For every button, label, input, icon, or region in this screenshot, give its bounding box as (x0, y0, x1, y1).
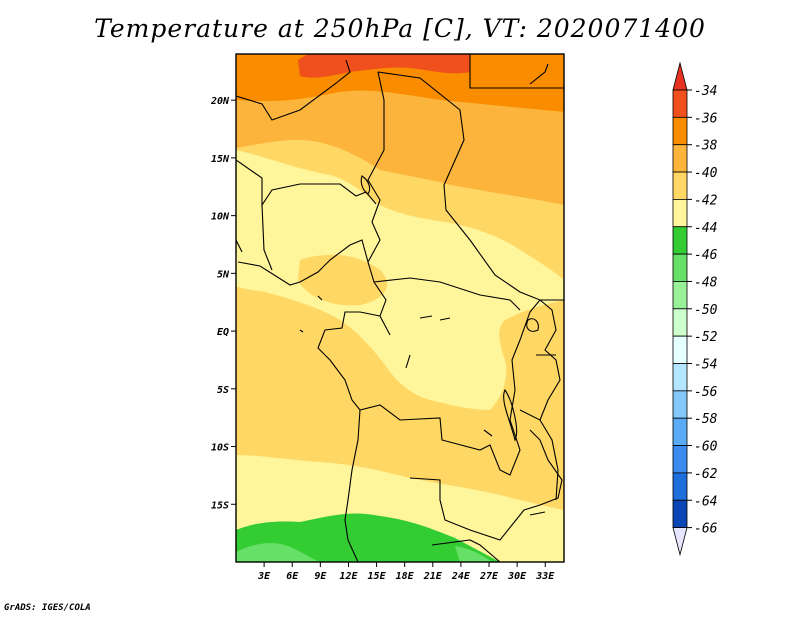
band-minus44 (236, 513, 500, 562)
colorbar-under-arrow (672, 527, 688, 557)
colorbar-label: -62 (694, 467, 718, 482)
colorbar-segment (672, 308, 688, 337)
band-minus40-patch2 (236, 300, 351, 383)
colorbar-label: -38 (694, 139, 718, 154)
grads-credit: GrADS: IGES/COLA (4, 603, 91, 613)
band-minus42 (236, 150, 564, 410)
map-frame (235, 53, 565, 563)
lat-tick-label: EQ (217, 327, 229, 338)
colorbar-label: -54 (694, 358, 717, 373)
colorbar-segment (672, 499, 688, 529)
colorbar-segment (672, 472, 688, 501)
lon-tick-label: 21E (423, 571, 443, 582)
colorbar-segment (672, 116, 688, 146)
band-minus38 (236, 90, 564, 205)
band-minus46b (455, 546, 492, 562)
colorbar-label: -64 (694, 494, 717, 509)
band-minus40-patch (298, 254, 388, 306)
lat-tick-label: 20N (210, 96, 230, 107)
band-minus46 (236, 542, 320, 562)
colorbar-segment (672, 144, 688, 173)
country-borders (236, 54, 564, 562)
colorbar-segment (672, 198, 688, 228)
lon-tick-label: 24E (451, 571, 471, 582)
colorbar-segment (672, 89, 688, 118)
band-minus34 (298, 54, 470, 78)
latitude-axis: 20N 15N 10N 5N EQ 5S 10S 15S (210, 96, 236, 511)
colorbar-label: -34 (694, 84, 717, 99)
colorbar-segment (672, 335, 688, 364)
lat-tick-label: 10S (211, 443, 229, 454)
lon-tick-label: 12E (339, 571, 358, 582)
lon-tick-label: 33E (535, 571, 555, 582)
colorbar-label: -48 (694, 275, 718, 290)
lon-tick-label: 18E (396, 571, 415, 582)
lon-tick-label: 27E (479, 571, 499, 582)
colorbar-label: -56 (694, 385, 718, 400)
colorbar-label: -46 (694, 248, 718, 263)
colorbar-label: -44 (694, 221, 717, 236)
colorbar-segment (672, 417, 688, 446)
colorbar-label: -66 (694, 522, 718, 537)
colorbar-label: -42 (694, 193, 718, 208)
colorbar-segment (672, 281, 688, 310)
colorbar-label: -36 (694, 111, 718, 126)
colorbar-label: -58 (694, 412, 718, 427)
temperature-field (236, 54, 564, 562)
colorbar-label: -40 (694, 166, 718, 181)
colorbar-label: -50 (694, 303, 718, 318)
colorbar-segment (672, 171, 688, 200)
lon-tick-label: 9E (314, 571, 327, 582)
colorbar-segment (672, 390, 688, 419)
colorbar-segment (672, 445, 688, 474)
colorbar: -34 -36 -38 -40 -42 -44 -46 -48 -50 -52 -54 -56 -58 -… (672, 61, 718, 557)
colorbar-label: -52 (694, 330, 718, 345)
lat-tick-label: 15N (211, 154, 230, 165)
lon-tick-label: 30E (507, 571, 527, 582)
colorbar-segment (672, 253, 688, 282)
colorbar-over-arrow (672, 61, 688, 91)
lat-tick-label: 15S (211, 500, 229, 511)
longitude-axis: 3E 6E 9E 12E 15E 18E 21E 24E 27E 30E 33E (257, 562, 555, 582)
colorbar-label: -60 (694, 440, 718, 455)
lon-tick-label: 3E (257, 571, 271, 582)
lat-tick-label: 10N (211, 212, 230, 223)
lon-tick-label: 15E (368, 571, 387, 582)
lat-tick-label: 5S (217, 385, 229, 396)
colorbar-segment (672, 363, 688, 392)
lat-tick-label: 5N (217, 269, 230, 280)
lon-tick-label: 6E (286, 571, 299, 582)
colorbar-segment (672, 226, 688, 255)
map-title: Temperature at 250hPa [C], VT: 202007140… (94, 14, 706, 43)
